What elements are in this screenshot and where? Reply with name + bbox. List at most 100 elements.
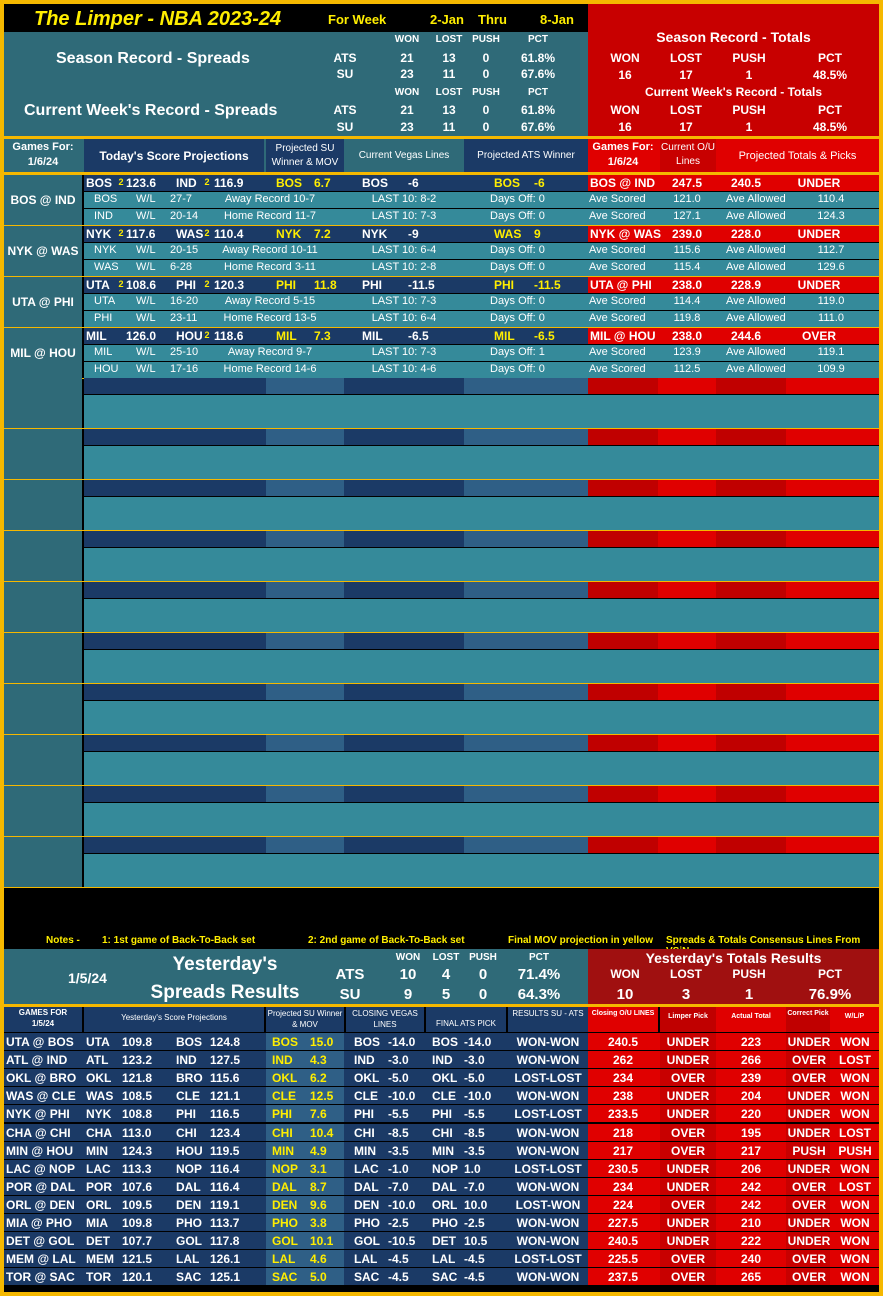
result-vegas-team: DEN [354, 1198, 380, 1212]
result-proj-cell [266, 1196, 344, 1213]
su-mov: 6.7 [314, 176, 331, 190]
home-team: HOU [176, 329, 203, 343]
blank-sub-rows [84, 548, 879, 582]
result-home-score: 124.8 [210, 1035, 241, 1049]
vegas-team: MIL [362, 329, 383, 343]
result-vegas-line: -5.5 [388, 1107, 409, 1121]
days-off: Days Off: 0 [490, 295, 545, 307]
yesterday-su-value: 0 [478, 986, 488, 1003]
result-closing-ou: 240.5 [607, 1035, 639, 1049]
ave-allowed: 112.7 [817, 244, 845, 256]
week-end: 8-Jan [540, 12, 574, 27]
home-away-record: Away Record 10-11 [222, 244, 318, 256]
result-su-team: DAL [272, 1180, 297, 1194]
blank-sub-rows [84, 599, 879, 633]
result-proj-cell [266, 1178, 344, 1195]
result-proj-cell [266, 1051, 344, 1068]
su-label: SU [336, 67, 354, 81]
result-vegas-team: OKL [354, 1071, 380, 1085]
yesterday-ats-value: 4 [441, 966, 451, 983]
rh-correct-label: Correct Pick [787, 1010, 829, 1017]
days-off: Days Off: 0 [490, 363, 545, 375]
ave-scored: 121.0 [673, 193, 701, 205]
ats-team: WAS [494, 227, 522, 241]
record-col-header: WON [394, 34, 420, 45]
team-stats-row [84, 345, 588, 361]
yesterday-ats-value: 71.4% [517, 966, 561, 983]
result-su-mov: 3.8 [310, 1216, 327, 1230]
blank-proj-cell [266, 684, 344, 700]
yesterday-totals-value: 76.9% [808, 986, 852, 1003]
record-value: 11 [442, 67, 456, 81]
rh-limper-label: Limper Pick [668, 1013, 708, 1020]
yesterday-su-value: 5 [441, 986, 451, 1003]
result-matchup: MIN @ HOU [6, 1144, 74, 1158]
total-pick: UNDER [797, 176, 841, 190]
blank-proj-cell [266, 531, 344, 547]
result-correct-pick: OVER [791, 1252, 826, 1266]
rh-final-label: FINAL ATS PICK [435, 1019, 496, 1028]
result-su-team: PHI [272, 1107, 293, 1121]
top-header-left [4, 4, 588, 32]
result-su-mov: 10.1 [310, 1234, 334, 1248]
record-value: 0 [482, 67, 490, 81]
result-su-team: BOS [272, 1035, 299, 1049]
yesterday-totals-col-header: WON [610, 967, 640, 981]
su-winner: BOS [276, 176, 303, 190]
ave-scored-label: Ave Scored [589, 312, 646, 324]
result-su-team: NOP [272, 1162, 299, 1176]
blank-red-dark [716, 735, 786, 751]
wl-record: 23-11 [170, 312, 198, 324]
result-home: CHI [176, 1126, 197, 1140]
result-limper-cell [660, 1232, 716, 1249]
blank-proj-cell [266, 633, 344, 649]
blank-red-dark [716, 531, 786, 547]
totals-value: 17 [679, 120, 693, 134]
result-away: TOR [86, 1270, 112, 1284]
result-actual-total: 222 [740, 1234, 762, 1248]
blank-sub-rows [84, 854, 879, 888]
blank-ats-cell [464, 378, 588, 394]
su-mov: 7.2 [314, 227, 331, 241]
wl-label: W/L [136, 193, 156, 205]
result-away: MIA [86, 1216, 108, 1230]
last-10: LAST 10: 7-3 [371, 346, 437, 358]
matchup-cell [4, 226, 82, 276]
wl-record: 20-15 [170, 244, 199, 256]
result-ats-team: PHO [432, 1216, 459, 1230]
result-su-ats: LOST-LOST [514, 1252, 582, 1266]
result-ats-line: -5.0 [464, 1071, 485, 1085]
result-limper-cell [660, 1069, 716, 1086]
rh-wlp-label: W/L/P [844, 1013, 865, 1020]
result-limper-pick: OVER [670, 1144, 705, 1158]
totals-col-header: PUSH [732, 51, 766, 65]
result-vegas-team: LAL [354, 1252, 378, 1266]
result-su-mov: 4.3 [310, 1053, 327, 1067]
result-su-mov: 7.6 [310, 1107, 327, 1121]
games-for-label-2: Games For: [592, 141, 654, 153]
result-home-score: 126.1 [210, 1252, 241, 1266]
result-vegas-team: IND [354, 1053, 375, 1067]
result-vegas-line: -7.0 [388, 1180, 409, 1194]
record-value: 61.8% [520, 103, 556, 117]
matchup-cell [4, 328, 82, 378]
last-10: LAST 10: 8-2 [371, 193, 437, 205]
ave-allowed: 129.6 [817, 261, 845, 273]
record-col-header: PUSH [472, 34, 500, 45]
result-actual-total: 223 [740, 1035, 762, 1049]
su-mov: 11.8 [314, 278, 337, 292]
home-away-record: Away Record 5-15 [224, 295, 316, 307]
record-col-header: WON [394, 87, 420, 98]
result-ats-team: DAL [432, 1180, 457, 1194]
result-correct-cell [786, 1069, 830, 1086]
result-correct-pick: OVER [791, 1071, 826, 1085]
blank-red-dark [716, 582, 786, 598]
totals-value: 48.5% [812, 68, 848, 82]
result-actual-total: 210 [740, 1216, 762, 1230]
result-vegas-team: CHI [354, 1126, 375, 1140]
ave-allowed-label: Ave Allowed [726, 193, 786, 205]
result-su-ats: LOST-LOST [514, 1071, 582, 1085]
home-team: PHI [176, 278, 197, 292]
away-score: 123.6 [126, 176, 157, 190]
divider [4, 136, 879, 139]
